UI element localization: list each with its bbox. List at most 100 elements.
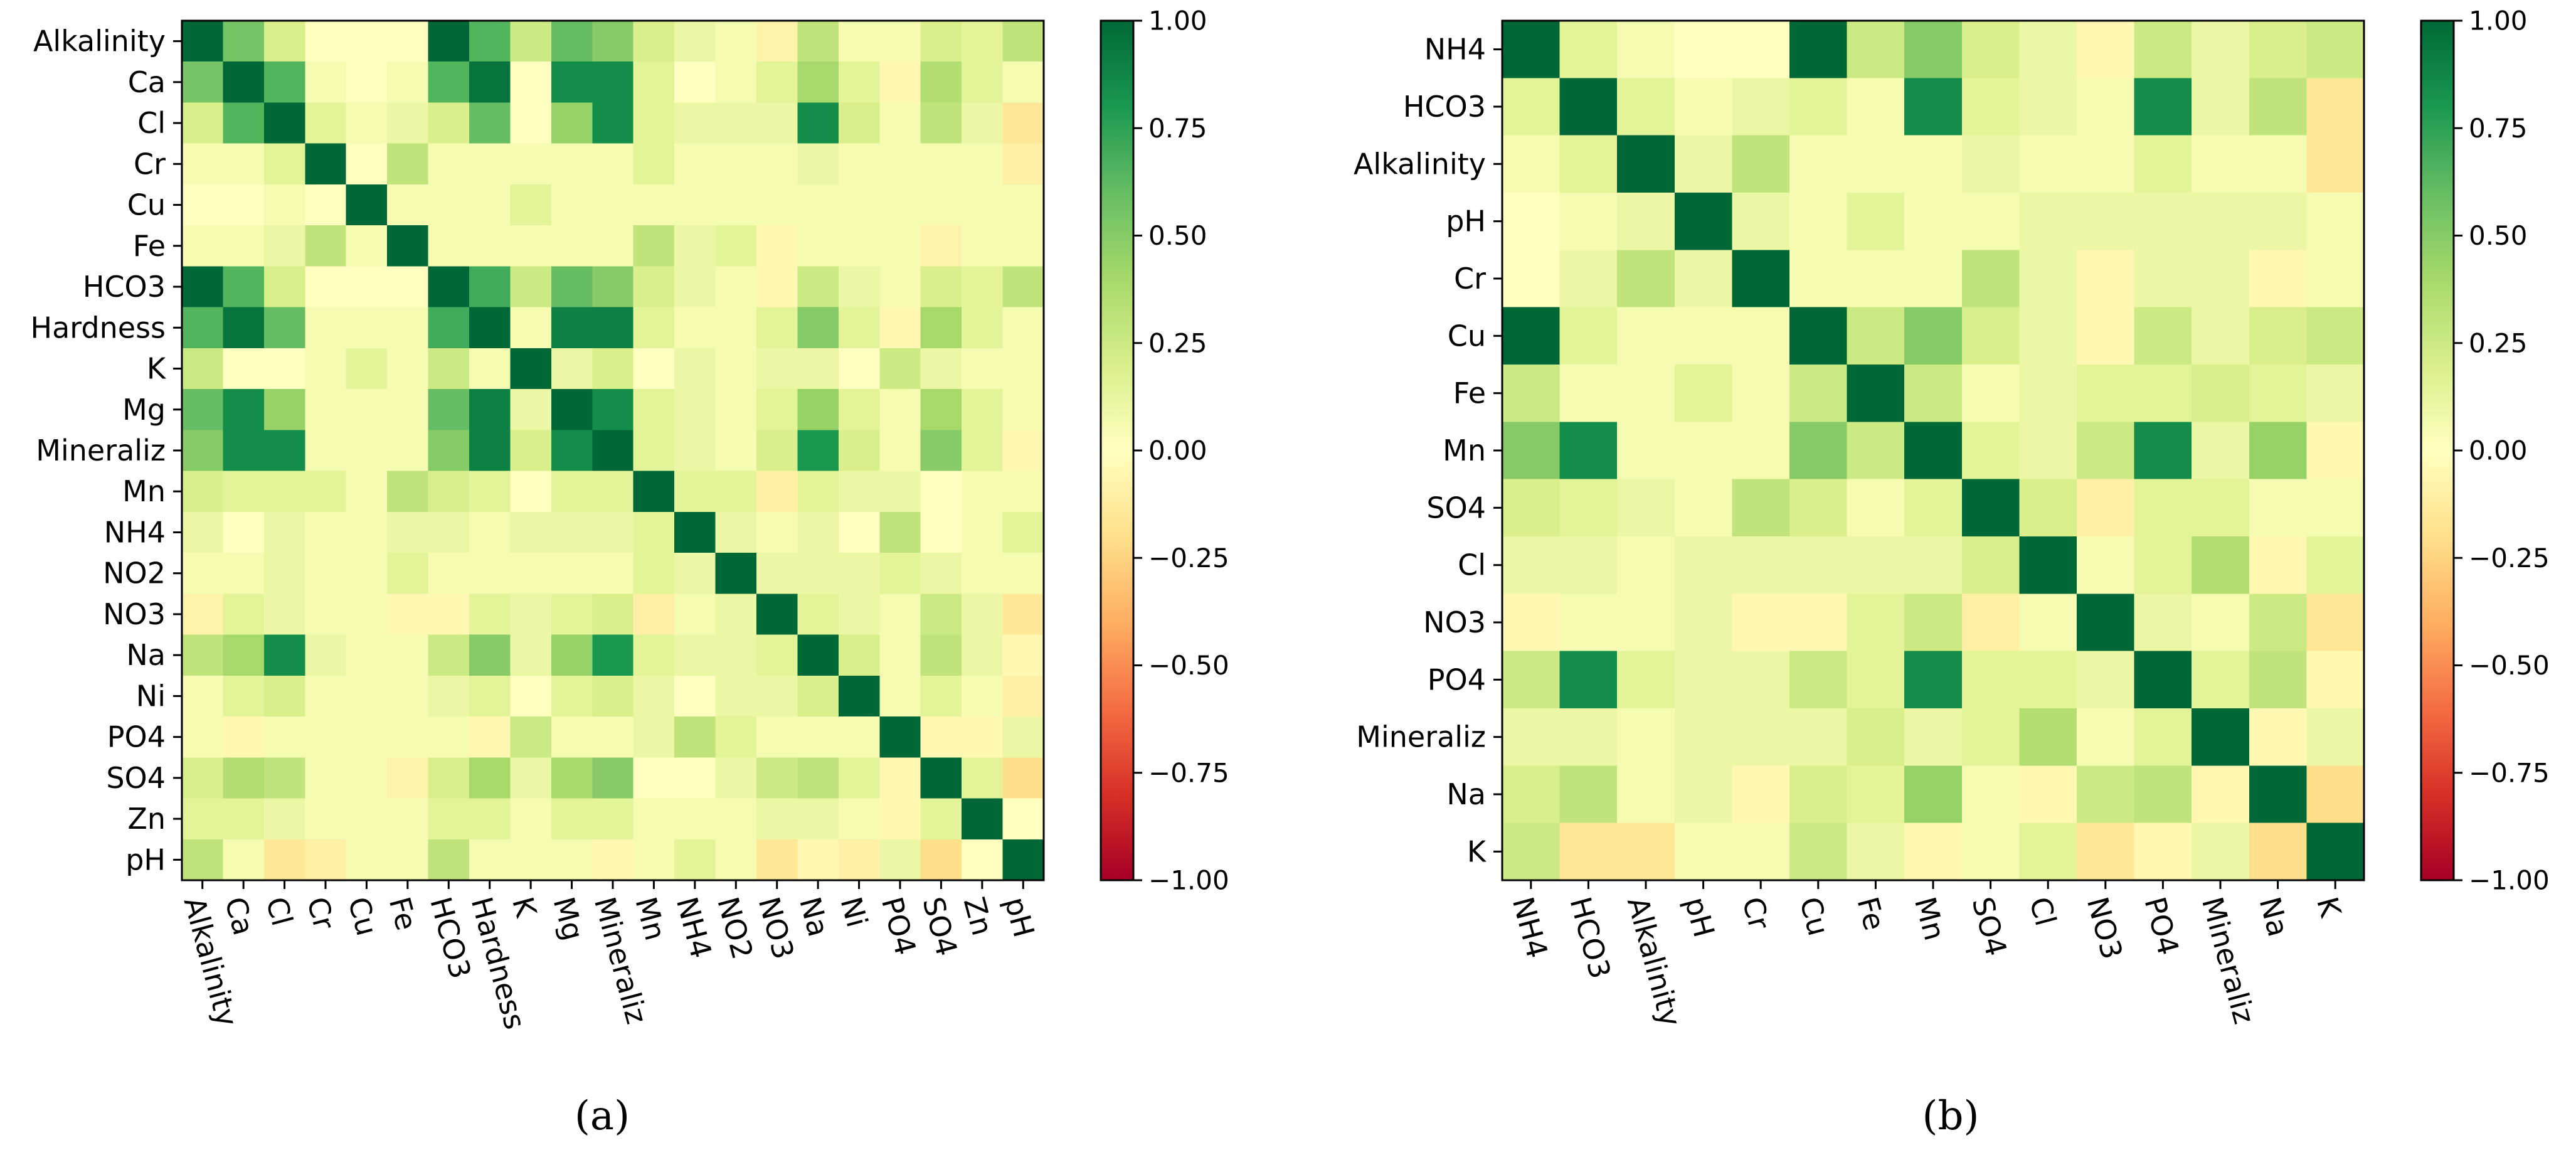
heatmap-cell xyxy=(387,266,429,308)
heatmap-cell xyxy=(879,143,921,185)
heatmap-cell xyxy=(1732,21,1790,78)
heatmap-cell xyxy=(551,348,593,390)
heatmap-cell xyxy=(633,511,675,553)
x-tick-label: PO4 xyxy=(2138,893,2185,959)
heatmap-cell xyxy=(223,389,265,430)
heatmap-cell xyxy=(1002,798,1044,840)
heatmap-cell xyxy=(1789,708,1848,766)
heatmap-cell xyxy=(962,225,1004,267)
x-tick-label: Na xyxy=(2253,893,2296,940)
heatmap-cell xyxy=(756,594,798,636)
heatmap-cell xyxy=(633,389,675,430)
heatmap-cell xyxy=(305,348,347,390)
heatmap-cell xyxy=(2077,193,2135,250)
heatmap-cell xyxy=(182,266,224,308)
heatmap-cell xyxy=(182,511,224,553)
heatmap-cell xyxy=(674,839,716,881)
heatmap-cell xyxy=(551,430,593,472)
heatmap-cell xyxy=(263,61,305,104)
heatmap-cell xyxy=(879,757,921,799)
heatmap-cell xyxy=(797,307,839,349)
heatmap-cell xyxy=(305,430,347,472)
heatmap-cell xyxy=(674,307,716,349)
y-tick-label: K xyxy=(147,352,167,386)
heatmap-cell xyxy=(715,634,757,676)
heatmap-cell xyxy=(2306,651,2365,709)
heatmap-cell xyxy=(1961,135,2020,193)
heatmap-cell xyxy=(920,21,962,62)
heatmap-cell xyxy=(305,102,347,144)
heatmap-cell xyxy=(305,757,347,799)
heatmap-cell xyxy=(1789,422,1848,480)
heatmap-cell xyxy=(920,143,962,185)
heatmap-cell xyxy=(1674,708,1732,766)
heatmap-cell xyxy=(510,143,552,185)
heatmap-cell xyxy=(715,553,757,594)
heatmap-cell xyxy=(2077,135,2135,193)
heatmap-cell xyxy=(1847,422,1905,480)
heatmap-cell xyxy=(2306,250,2365,308)
heatmap-cell xyxy=(756,389,798,430)
heatmap-cell xyxy=(797,61,839,104)
heatmap-cell xyxy=(551,553,593,594)
colorbar-tick-label: 0.25 xyxy=(1148,327,1207,358)
heatmap-cell xyxy=(263,675,305,717)
heatmap-cell xyxy=(1904,536,1963,594)
heatmap-cell xyxy=(756,102,798,144)
heatmap-cell xyxy=(1674,422,1732,480)
heatmap-cell xyxy=(962,266,1004,308)
heatmap-cell xyxy=(1002,716,1044,758)
heatmap-cell xyxy=(1789,21,1848,78)
y-tick-label: Hardness xyxy=(31,311,166,344)
heatmap-cell xyxy=(1559,193,1618,250)
heatmap-cell xyxy=(469,348,511,390)
heatmap-cell xyxy=(551,757,593,799)
heatmap-cell xyxy=(920,675,962,717)
heatmap-cell xyxy=(962,553,1004,594)
heatmap-cell xyxy=(715,511,757,553)
heatmap-cell xyxy=(838,798,880,840)
heatmap-cell xyxy=(674,511,716,553)
heatmap-cell xyxy=(2306,307,2365,365)
heatmap-cell xyxy=(962,471,1004,513)
heatmap-cell xyxy=(962,675,1004,717)
heatmap-cell xyxy=(305,307,347,349)
y-tick-label: SO4 xyxy=(106,761,166,795)
heatmap-cell xyxy=(305,61,347,104)
heatmap-cell xyxy=(592,716,634,758)
heatmap-cell xyxy=(346,798,388,840)
colorbar-tick-label: 1.00 xyxy=(2469,6,2528,36)
heatmap-cell xyxy=(346,348,388,390)
heatmap-cell xyxy=(592,594,634,636)
heatmap-cell xyxy=(469,716,511,758)
heatmap-cell xyxy=(2249,708,2307,766)
heatmap-cell xyxy=(387,143,429,185)
heatmap-cell xyxy=(182,471,224,513)
heatmap-cell xyxy=(387,716,429,758)
y-tick-label: Alkalinity xyxy=(1354,147,1486,181)
heatmap-cell xyxy=(1502,594,1561,652)
colorbar-tick-label: −1.00 xyxy=(1148,865,1229,896)
heatmap-cell xyxy=(1617,708,1675,766)
heatmap-cell xyxy=(920,266,962,308)
heatmap-cell xyxy=(387,389,429,430)
heatmap-cell xyxy=(428,716,470,758)
heatmap-cell xyxy=(428,61,470,104)
colorbar-tick-label: 0.00 xyxy=(1148,435,1207,466)
heatmap-cell xyxy=(715,102,757,144)
heatmap-cell xyxy=(2134,479,2192,537)
heatmap-cell xyxy=(2019,21,2077,78)
heatmap-cell xyxy=(592,389,634,430)
heatmap-cell xyxy=(346,184,388,226)
heatmap-cell xyxy=(838,348,880,390)
heatmap-cell xyxy=(1847,479,1905,537)
heatmap-cell xyxy=(756,307,798,349)
y-tick-label: PO4 xyxy=(1428,663,1486,696)
heatmap-cell xyxy=(182,675,224,717)
heatmap-cell xyxy=(962,594,1004,636)
x-tick-label: Cu xyxy=(1793,893,1836,939)
heatmap-cell xyxy=(1002,471,1044,513)
heatmap-cell xyxy=(1502,823,1561,881)
heatmap-cell xyxy=(510,184,552,226)
heatmap-cell xyxy=(1674,135,1732,193)
